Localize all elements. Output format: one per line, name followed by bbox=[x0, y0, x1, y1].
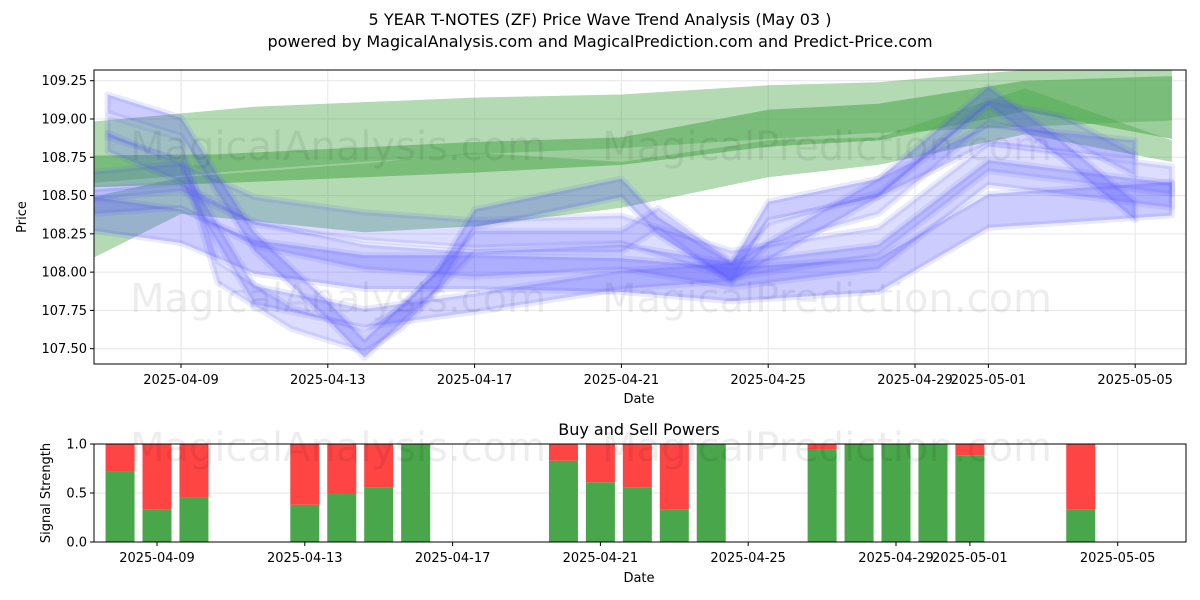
watermark-prediction-2: MagicalPrediction.com bbox=[602, 276, 1052, 322]
watermark-analysis-2: MagicalAnalysis.com bbox=[130, 276, 546, 322]
blue-wave-band bbox=[104, 97, 1139, 355]
sell-bar bbox=[622, 444, 652, 488]
signal-bars bbox=[105, 444, 1096, 542]
signal-x-tick-label: 2025-04-25 bbox=[710, 551, 786, 566]
signal-x-tick-label: 2025-05-01 bbox=[932, 551, 1008, 566]
buy-bar bbox=[585, 482, 615, 542]
price-x-axis-label: Date bbox=[623, 392, 654, 407]
buy-bar bbox=[327, 493, 357, 542]
chart-title: 5 YEAR T-NOTES (ZF) Price Wave Trend Ana… bbox=[368, 10, 832, 29]
signal-y-tick-label: 0.0 bbox=[66, 536, 87, 551]
buy-bar bbox=[105, 471, 135, 542]
signal-x-tick-label: 2025-04-17 bbox=[415, 551, 491, 566]
buy-bar bbox=[807, 449, 837, 542]
buy-bar bbox=[881, 444, 911, 542]
green-trend-band bbox=[94, 76, 1172, 188]
signal-x-tick-label: 2025-04-29 bbox=[858, 551, 934, 566]
price-plot-frame bbox=[93, 69, 1187, 365]
price-y-tick-label: 108.25 bbox=[42, 227, 88, 242]
price-bands bbox=[94, 70, 1175, 361]
signal-plot-frame bbox=[93, 443, 1187, 543]
price-y-tick-label: 108.75 bbox=[42, 151, 88, 166]
price-y-axis-label: Price bbox=[15, 201, 30, 233]
price-x-tick-label: 2025-04-21 bbox=[584, 373, 660, 388]
signal-x-tick-label: 2025-04-21 bbox=[563, 551, 639, 566]
sell-bar bbox=[142, 444, 172, 510]
sell-bar bbox=[364, 444, 394, 488]
price-y-tick-label: 109.00 bbox=[42, 113, 88, 128]
buy-bar bbox=[918, 444, 948, 542]
buy-bar bbox=[401, 444, 431, 542]
blue-wave-band bbox=[94, 178, 1175, 305]
sell-bar bbox=[1066, 444, 1096, 510]
signal-x-tick-label: 2025-04-09 bbox=[119, 551, 195, 566]
green-trend-band bbox=[94, 88, 1172, 258]
chart-subtitle: powered by MagicalAnalysis.com and Magic… bbox=[267, 32, 933, 51]
price-x-tick-label: 2025-04-29 bbox=[877, 373, 953, 388]
buy-bar bbox=[955, 455, 985, 542]
sell-bar bbox=[327, 444, 357, 493]
sell-bar bbox=[105, 444, 135, 472]
signal-x-tick-label: 2025-04-13 bbox=[267, 551, 343, 566]
buy-bar bbox=[1066, 509, 1096, 542]
watermark-prediction-3: MagicalPrediction.com bbox=[602, 425, 1052, 471]
sell-bar bbox=[955, 444, 985, 456]
buy-bar bbox=[548, 460, 578, 542]
signal-y-tick-label: 1.0 bbox=[66, 438, 87, 453]
signal-x-tick-label: 2025-05-05 bbox=[1080, 551, 1156, 566]
price-y-tick-label: 107.75 bbox=[42, 304, 88, 319]
sell-bar bbox=[290, 444, 320, 505]
signal-axes: 2025-04-09 2025-04-13 2025-04-17 2025-04-21… bbox=[66, 438, 1187, 566]
price-x-tick-label: 2025-04-25 bbox=[730, 373, 806, 388]
buy-bar bbox=[142, 509, 172, 542]
price-y-tick-label: 108.00 bbox=[42, 266, 88, 281]
buy-bar bbox=[844, 444, 874, 542]
watermark-prediction-1: MagicalPrediction.com bbox=[602, 124, 1052, 170]
blue-wave-band bbox=[104, 83, 1139, 361]
price-x-tick-label: 2025-05-01 bbox=[951, 373, 1027, 388]
price-y-tick-label: 107.50 bbox=[42, 342, 88, 357]
price-x-tick-label: 2025-05-05 bbox=[1097, 373, 1173, 388]
price-axes: 2025-04-09 2025-04-13 2025-04-17 2025-04-21… bbox=[42, 69, 1187, 388]
blue-wave-band bbox=[94, 157, 1175, 291]
sell-bar bbox=[585, 444, 615, 483]
sell-bar bbox=[807, 444, 837, 450]
buy-bar bbox=[622, 487, 652, 542]
watermark-analysis-1: MagicalAnalysis.com bbox=[130, 124, 546, 170]
blue-wave-band bbox=[94, 140, 1175, 282]
watermarks: MagicalAnalysis.com MagicalPrediction.co… bbox=[130, 124, 1052, 471]
signal-x-axis-label: Date bbox=[623, 571, 654, 586]
price-x-tick-label: 2025-04-17 bbox=[437, 373, 513, 388]
buy-bar bbox=[179, 497, 209, 542]
signal-y-tick-label: 0.5 bbox=[66, 487, 87, 502]
price-x-tick-label: 2025-04-09 bbox=[143, 373, 219, 388]
price-y-tick-label: 108.50 bbox=[42, 189, 88, 204]
signal-y-axis-label: Signal Strength bbox=[39, 443, 54, 543]
sell-bar bbox=[179, 444, 209, 498]
signal-chart-title: Buy and Sell Powers bbox=[558, 420, 720, 439]
buy-bar bbox=[659, 509, 689, 542]
price-y-tick-label: 109.25 bbox=[42, 74, 88, 89]
price-x-tick-label: 2025-04-13 bbox=[290, 373, 366, 388]
blue-wave-band bbox=[104, 122, 1139, 331]
watermark-analysis-3: MagicalAnalysis.com bbox=[130, 425, 546, 471]
buy-bar bbox=[364, 487, 394, 542]
buy-bar bbox=[696, 444, 726, 542]
sell-bar bbox=[548, 444, 578, 461]
buy-bar bbox=[290, 504, 320, 542]
sell-bar bbox=[659, 444, 689, 510]
